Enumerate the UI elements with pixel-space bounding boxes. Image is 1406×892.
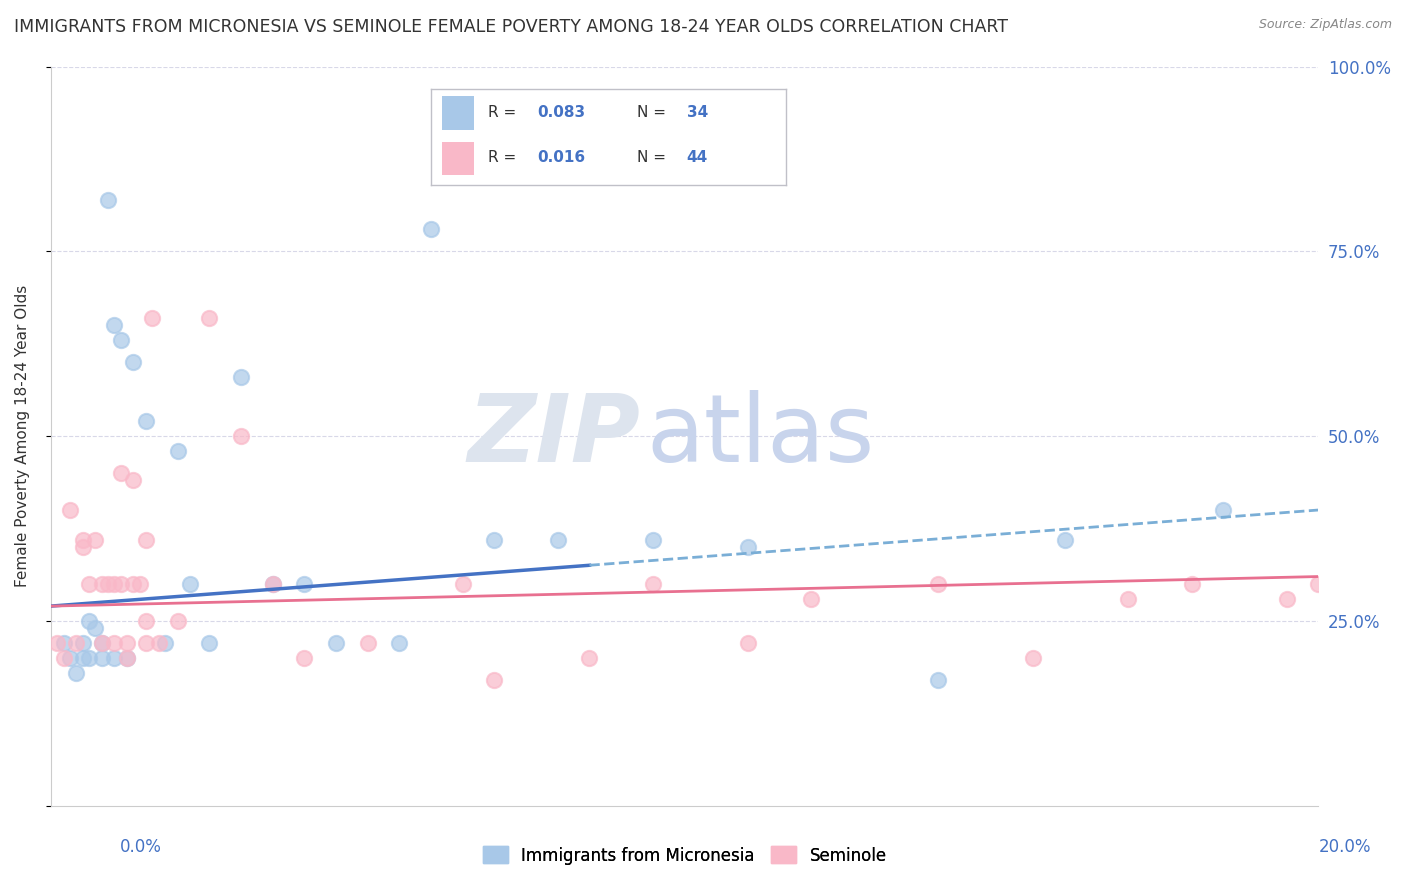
Point	[357, 636, 380, 650]
Point	[148, 636, 170, 650]
Point	[292, 577, 315, 591]
Point	[1180, 577, 1202, 591]
Point	[122, 474, 145, 488]
Point	[90, 636, 112, 650]
Point	[1308, 577, 1330, 591]
Point	[1275, 591, 1298, 606]
Point	[229, 429, 252, 443]
Point	[135, 636, 157, 650]
Point	[115, 650, 138, 665]
Legend: Immigrants from Micronesia, Seminole: Immigrants from Micronesia, Seminole	[475, 839, 893, 871]
Point	[547, 533, 569, 547]
Point	[451, 577, 474, 591]
Point	[65, 636, 87, 650]
Point	[46, 636, 69, 650]
Point	[103, 318, 125, 333]
Point	[52, 636, 75, 650]
Point	[262, 577, 284, 591]
Point	[800, 591, 823, 606]
Point	[110, 466, 132, 480]
Point	[166, 443, 188, 458]
Point	[97, 193, 120, 207]
Point	[420, 222, 443, 236]
Point	[72, 636, 94, 650]
Point	[115, 650, 138, 665]
Point	[103, 577, 125, 591]
Point	[1053, 533, 1076, 547]
Point	[153, 636, 176, 650]
Point	[115, 636, 138, 650]
Point	[262, 577, 284, 591]
Point	[141, 310, 163, 325]
Point	[927, 673, 949, 687]
Point	[198, 310, 221, 325]
Point	[578, 650, 600, 665]
Point	[166, 614, 188, 628]
Y-axis label: Female Poverty Among 18-24 Year Olds: Female Poverty Among 18-24 Year Olds	[15, 285, 30, 587]
Point	[179, 577, 201, 591]
Point	[72, 540, 94, 554]
Text: ZIP: ZIP	[467, 390, 640, 482]
Point	[59, 650, 82, 665]
Point	[292, 650, 315, 665]
Point	[927, 577, 949, 591]
Point	[484, 533, 506, 547]
Text: 0.0%: 0.0%	[120, 838, 162, 856]
Point	[84, 621, 107, 635]
Point	[484, 673, 506, 687]
Point	[135, 533, 157, 547]
Point	[84, 533, 107, 547]
Point	[198, 636, 221, 650]
Point	[110, 577, 132, 591]
Text: IMMIGRANTS FROM MICRONESIA VS SEMINOLE FEMALE POVERTY AMONG 18-24 YEAR OLDS CORR: IMMIGRANTS FROM MICRONESIA VS SEMINOLE F…	[14, 18, 1008, 36]
Point	[90, 650, 112, 665]
Point	[641, 577, 664, 591]
Point	[110, 333, 132, 347]
Point	[122, 577, 145, 591]
Point	[103, 650, 125, 665]
Text: 20.0%: 20.0%	[1319, 838, 1371, 856]
Point	[737, 636, 759, 650]
Point	[229, 370, 252, 384]
Point	[77, 650, 100, 665]
Point	[72, 650, 94, 665]
Point	[1022, 650, 1045, 665]
Text: atlas: atlas	[647, 390, 875, 482]
Point	[135, 614, 157, 628]
Point	[90, 636, 112, 650]
Point	[737, 540, 759, 554]
Point	[97, 577, 120, 591]
Point	[59, 503, 82, 517]
Point	[704, 134, 727, 148]
Point	[90, 577, 112, 591]
Point	[52, 650, 75, 665]
Point	[103, 636, 125, 650]
Point	[388, 636, 411, 650]
Point	[122, 355, 145, 369]
Point	[641, 533, 664, 547]
Text: Source: ZipAtlas.com: Source: ZipAtlas.com	[1258, 18, 1392, 31]
Point	[135, 414, 157, 428]
Point	[128, 577, 150, 591]
Point	[77, 614, 100, 628]
Point	[1212, 503, 1234, 517]
Point	[77, 577, 100, 591]
Point	[325, 636, 347, 650]
Point	[1116, 591, 1139, 606]
Point	[65, 665, 87, 680]
Point	[72, 533, 94, 547]
